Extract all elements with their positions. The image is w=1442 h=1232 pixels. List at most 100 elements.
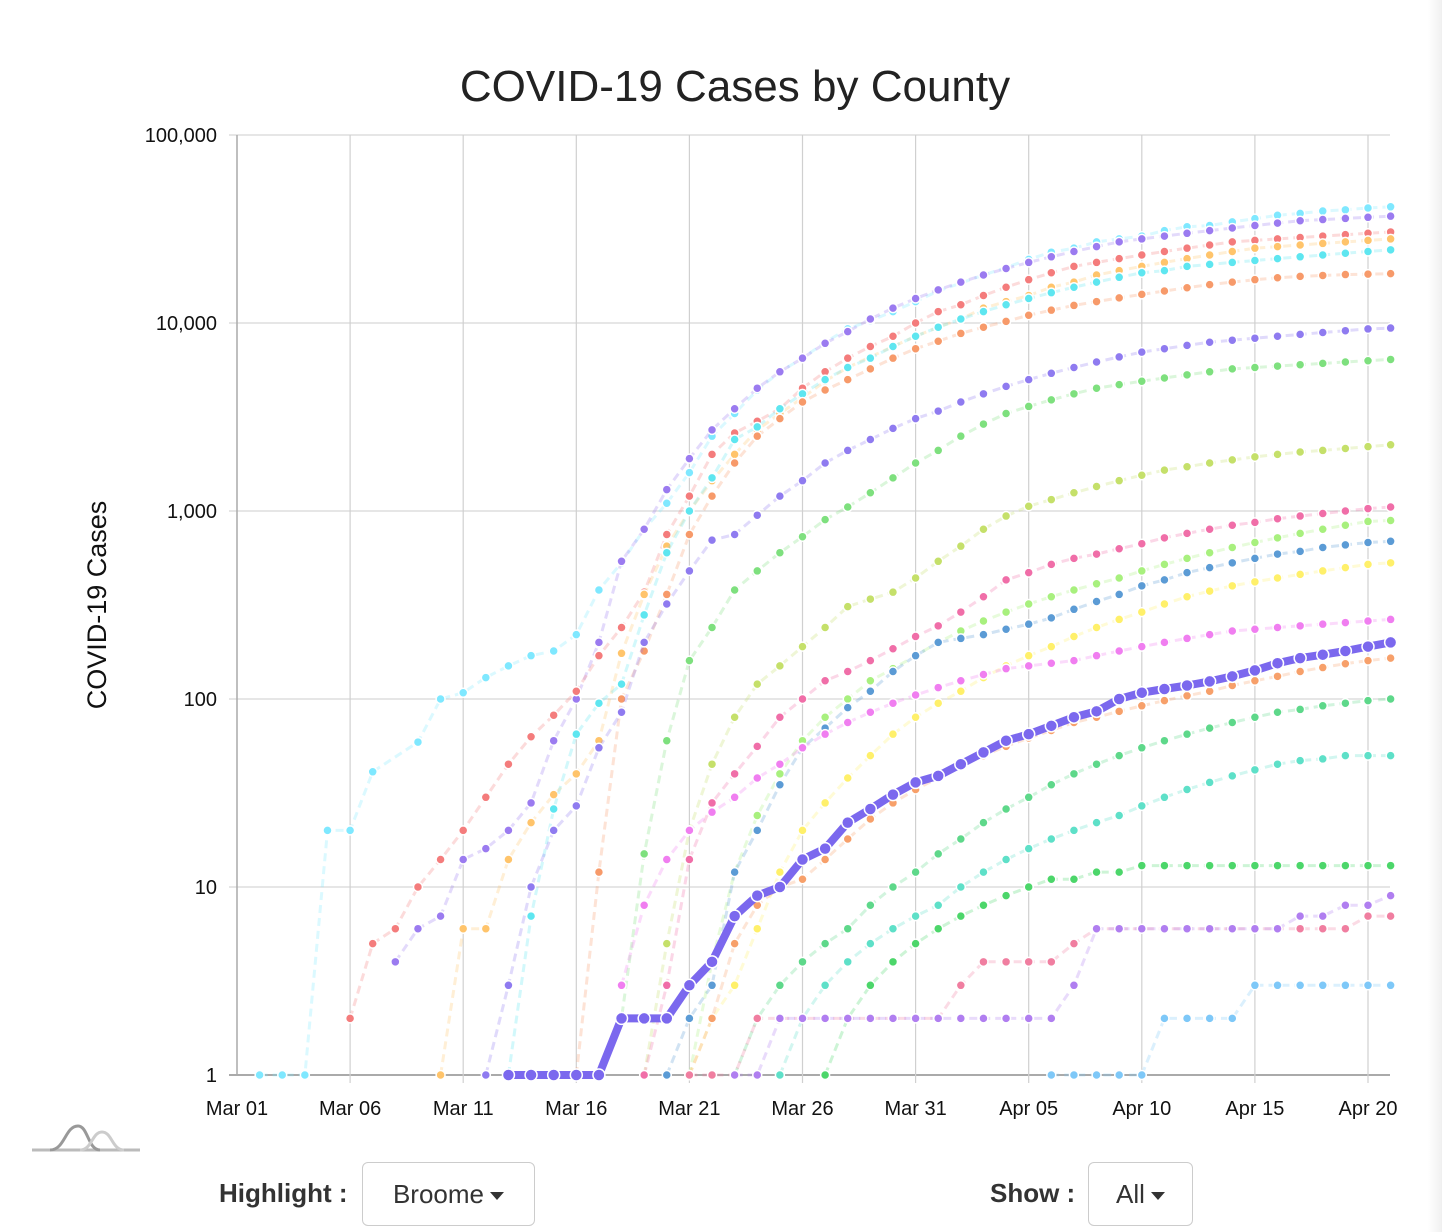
data-point bbox=[752, 1069, 763, 1081]
data-point bbox=[1181, 553, 1193, 564]
data-point bbox=[1317, 238, 1329, 249]
data-point bbox=[1023, 401, 1034, 412]
data-point bbox=[684, 1069, 695, 1081]
data-point bbox=[1248, 663, 1262, 678]
data-point bbox=[932, 923, 944, 934]
data-point bbox=[1294, 359, 1306, 370]
data-point bbox=[571, 800, 582, 812]
data-point bbox=[1023, 374, 1034, 385]
data-point bbox=[412, 881, 424, 893]
data-point bbox=[955, 881, 967, 893]
show-dropdown[interactable]: All bbox=[1088, 1162, 1193, 1226]
data-point bbox=[887, 923, 899, 934]
data-point bbox=[1249, 623, 1261, 635]
data-point bbox=[1113, 236, 1125, 248]
data-point bbox=[1316, 647, 1330, 662]
data-point bbox=[1023, 567, 1034, 578]
data-point bbox=[593, 637, 605, 648]
data-point bbox=[932, 284, 944, 296]
data-point bbox=[1294, 666, 1306, 677]
data-point bbox=[1340, 697, 1351, 709]
series bbox=[390, 210, 1396, 968]
data-point bbox=[1272, 707, 1283, 718]
data-point bbox=[910, 457, 921, 469]
data-point bbox=[819, 711, 831, 723]
data-point bbox=[955, 685, 967, 697]
data-point bbox=[1317, 327, 1329, 338]
data-point bbox=[955, 396, 967, 408]
x-axis-ticks: Mar 01 Mar 06 Mar 11 Mar 16 Mar 21 Mar 26 Mar … bbox=[206, 1098, 1398, 1120]
data-point bbox=[819, 980, 831, 991]
data-point bbox=[706, 449, 718, 460]
data-point bbox=[910, 689, 921, 701]
series bbox=[684, 910, 1396, 1081]
data-point bbox=[1136, 800, 1148, 812]
data-point bbox=[932, 1013, 944, 1024]
data-point bbox=[865, 352, 876, 364]
data-point bbox=[932, 682, 944, 693]
data-point bbox=[684, 655, 695, 666]
data-point bbox=[1113, 866, 1125, 878]
data-point bbox=[1136, 923, 1148, 934]
data-point bbox=[661, 497, 673, 509]
data-point bbox=[774, 866, 786, 878]
data-point bbox=[1227, 770, 1238, 782]
data-point bbox=[752, 741, 763, 752]
data-point bbox=[661, 735, 673, 746]
data-point bbox=[1227, 334, 1238, 346]
data-point bbox=[932, 556, 944, 567]
data-point bbox=[1204, 562, 1215, 573]
data-point bbox=[1181, 633, 1193, 644]
data-point bbox=[706, 1069, 718, 1081]
data-point bbox=[390, 923, 401, 934]
data-point bbox=[1046, 657, 1057, 669]
data-point bbox=[1068, 487, 1080, 499]
data-point bbox=[978, 321, 989, 333]
data-point bbox=[1000, 623, 1012, 635]
data-point bbox=[729, 457, 740, 469]
data-point bbox=[1202, 674, 1217, 689]
series bbox=[774, 750, 1396, 1081]
data-point bbox=[729, 584, 740, 596]
data-point bbox=[978, 523, 989, 535]
data-point bbox=[774, 547, 786, 558]
data-point bbox=[1340, 750, 1351, 761]
data-point bbox=[1362, 910, 1374, 922]
data-point bbox=[1113, 379, 1125, 390]
data-point bbox=[1159, 285, 1170, 297]
data-point bbox=[1272, 272, 1283, 284]
data-point bbox=[774, 758, 786, 770]
data-point bbox=[752, 825, 763, 836]
data-point bbox=[1272, 758, 1283, 770]
data-point bbox=[1068, 980, 1080, 991]
data-point bbox=[412, 736, 424, 748]
data-point bbox=[367, 938, 378, 949]
data-point bbox=[1227, 257, 1238, 268]
data-point bbox=[1317, 910, 1329, 922]
data-point bbox=[1091, 596, 1102, 607]
data-point bbox=[1227, 222, 1238, 234]
data-point bbox=[1317, 508, 1329, 519]
data-point bbox=[1000, 956, 1012, 968]
data-point bbox=[548, 735, 559, 746]
data-point bbox=[1046, 641, 1057, 652]
data-point bbox=[1249, 576, 1261, 588]
data-point bbox=[616, 678, 627, 690]
data-point bbox=[638, 1069, 650, 1081]
data-point bbox=[1046, 267, 1057, 279]
data-point bbox=[1362, 516, 1374, 527]
data-point bbox=[1385, 652, 1396, 664]
data-point bbox=[1136, 538, 1148, 549]
highlight-dropdown[interactable]: Broome bbox=[362, 1162, 535, 1226]
data-point bbox=[1340, 899, 1351, 911]
data-point bbox=[865, 593, 876, 605]
data-point bbox=[865, 363, 876, 375]
y-tick-label: 100,000 bbox=[145, 125, 217, 147]
data-point bbox=[299, 1069, 311, 1081]
data-point bbox=[593, 742, 605, 754]
data-point bbox=[1294, 755, 1306, 766]
data-point bbox=[1136, 289, 1148, 300]
data-point bbox=[1340, 658, 1351, 669]
data-point bbox=[548, 825, 559, 836]
data-point bbox=[1181, 860, 1193, 871]
